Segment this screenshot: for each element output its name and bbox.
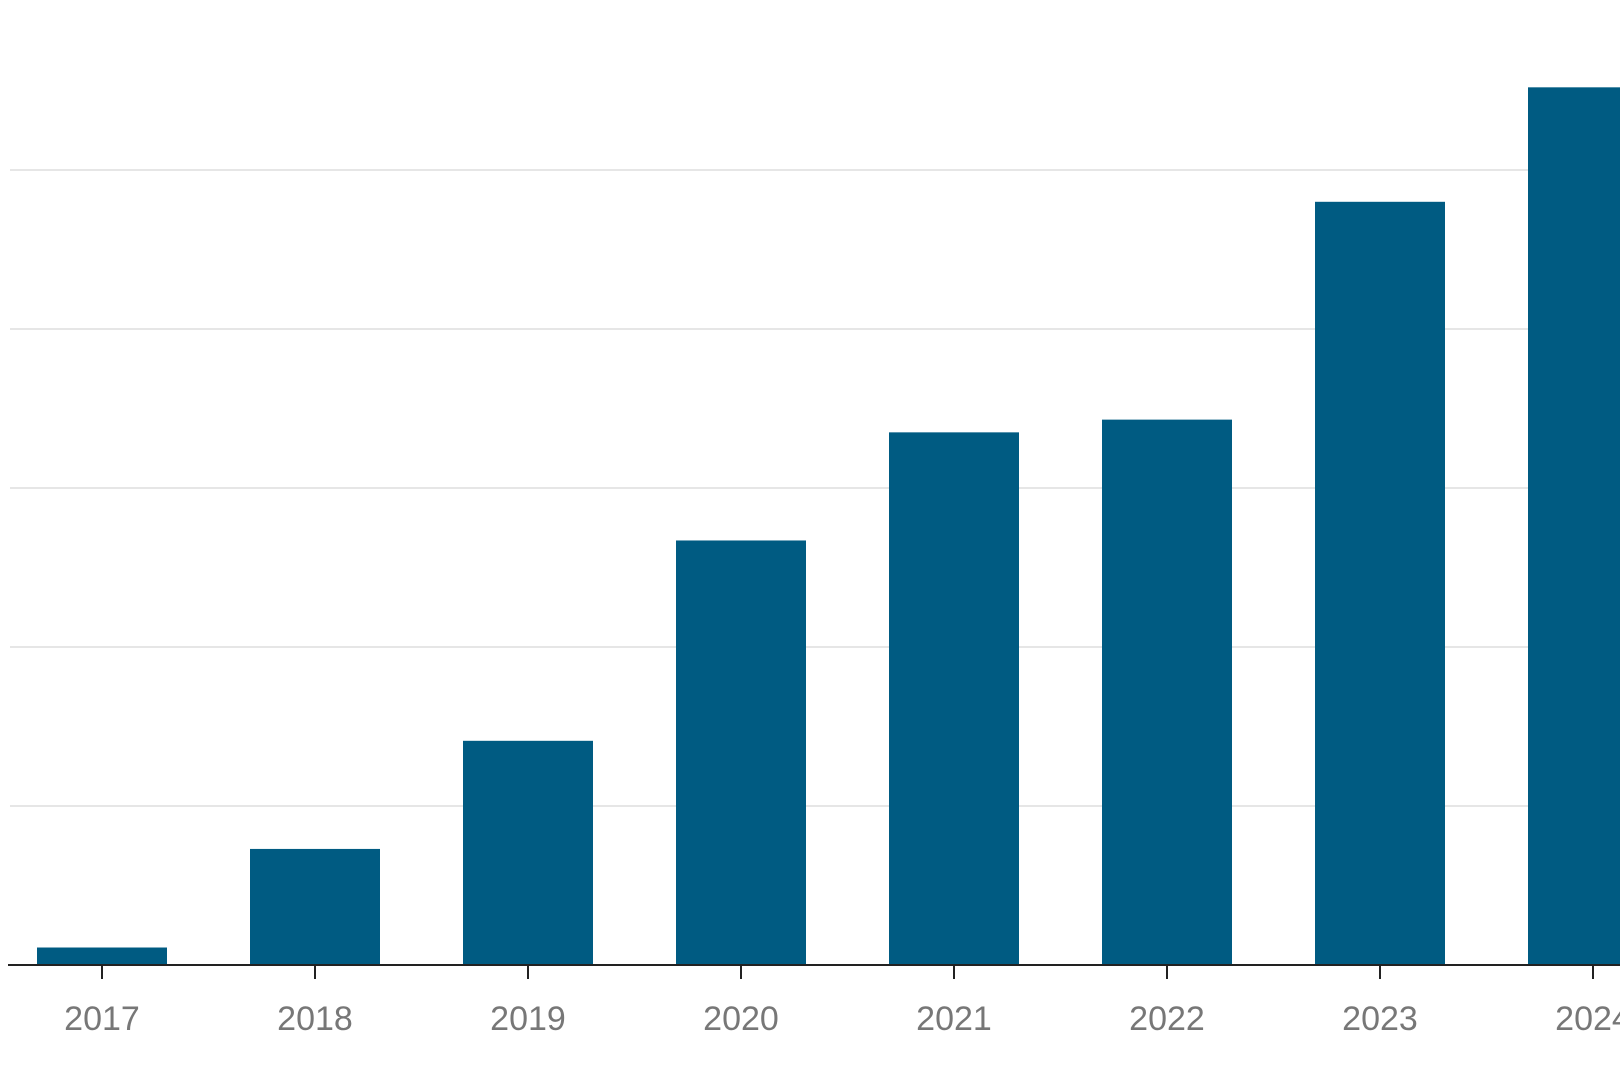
bar-2018	[250, 848, 380, 965]
tick-label-2022: 2022	[1129, 1000, 1205, 1038]
bar-2019	[463, 740, 593, 965]
tick-label-2023: 2023	[1342, 1000, 1418, 1038]
x-axis-ticks: 2017 2018 2019 2020 2021 2022 2023 2024	[64, 965, 1620, 1038]
bars	[37, 87, 1620, 966]
tick-label-2018: 2018	[277, 1000, 353, 1038]
tick-label-2019: 2019	[490, 1000, 566, 1038]
tick-label-2021: 2021	[916, 1000, 992, 1038]
tick-label-2024: 2024	[1555, 1000, 1620, 1038]
bar-2020	[676, 540, 806, 965]
bar-2017	[37, 947, 167, 965]
bar-2023	[1315, 201, 1445, 966]
bar-2022	[1102, 419, 1232, 965]
bar-2024	[1528, 87, 1620, 965]
bar-2021	[889, 432, 1019, 966]
tick-label-2020: 2020	[703, 1000, 779, 1038]
tick-label-2017: 2017	[64, 1000, 140, 1038]
